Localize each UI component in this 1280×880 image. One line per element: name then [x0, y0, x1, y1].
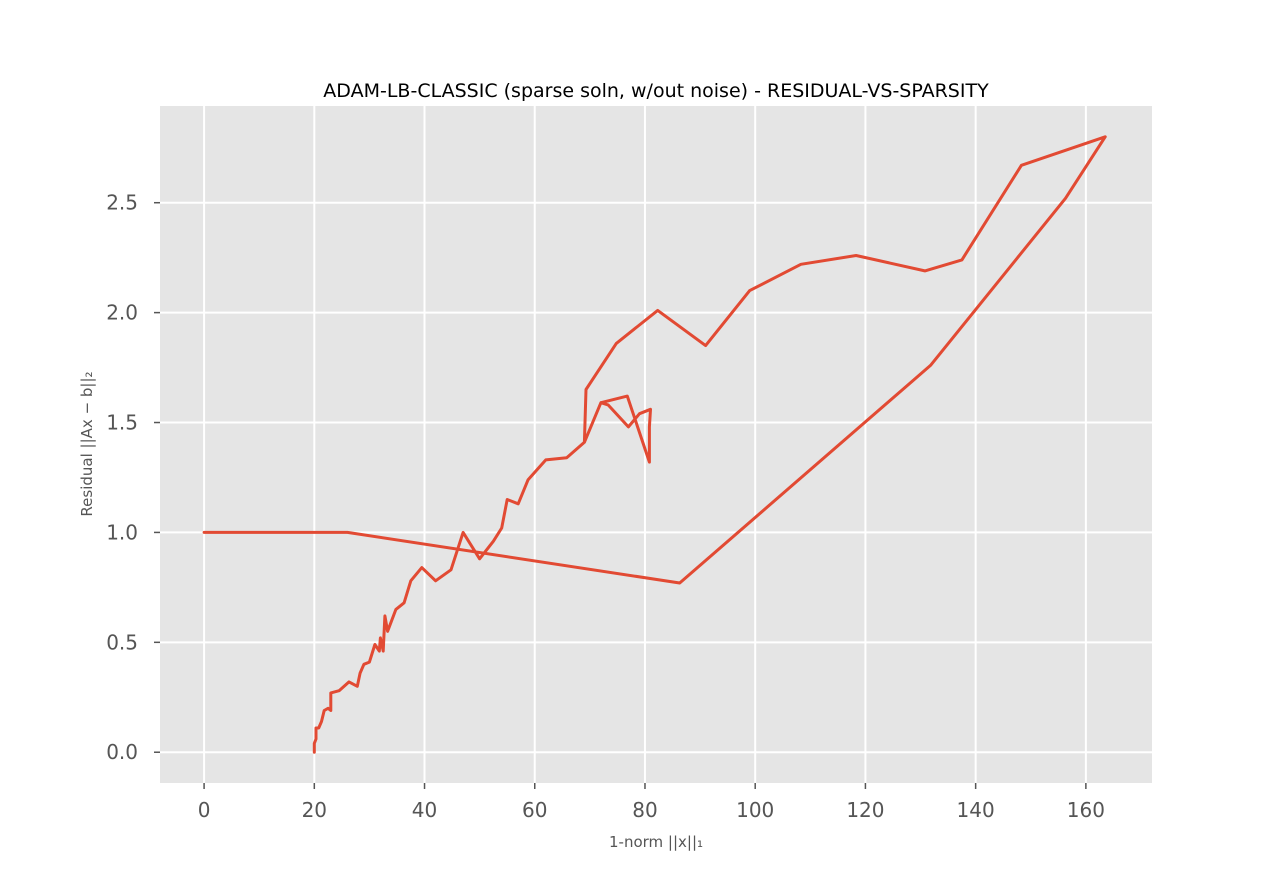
y-axis-label: Residual ||Ax − b||₂: [78, 371, 96, 516]
x-tick-label: 160: [1067, 798, 1105, 822]
x-tick-label: 140: [957, 798, 995, 822]
ticks: [154, 201, 1087, 789]
x-tick-label: 100: [736, 798, 774, 822]
x-tick-label: 60: [522, 798, 547, 822]
y-tick-labels: 0.0 0.5 1.0 1.5 2.0 2.5: [106, 191, 138, 765]
x-tick-labels: 0 20 40 60 80 100 120 140 160: [198, 798, 1105, 822]
y-tick-label: 1.0: [106, 520, 138, 544]
chart-title: ADAM-LB-CLASSIC (sparse soln, w/out nois…: [323, 80, 989, 102]
y-tick-label: 0.0: [106, 740, 138, 764]
x-tick-label: 40: [412, 798, 437, 822]
y-tick-label: 2.0: [106, 301, 138, 325]
series-line: [202, 135, 1107, 754]
x-tick-label: 20: [302, 798, 327, 822]
x-tick-label: 0: [198, 798, 211, 822]
x-tick-label: 80: [632, 798, 657, 822]
plot-background: [160, 106, 1152, 783]
y-tick-label: 1.5: [106, 411, 138, 435]
x-axis-label: 1-norm ||x||₁: [609, 833, 703, 851]
x-tick-label: 120: [846, 798, 884, 822]
y-tick-label: 0.5: [106, 630, 138, 654]
y-tick-label: 2.5: [106, 191, 138, 215]
